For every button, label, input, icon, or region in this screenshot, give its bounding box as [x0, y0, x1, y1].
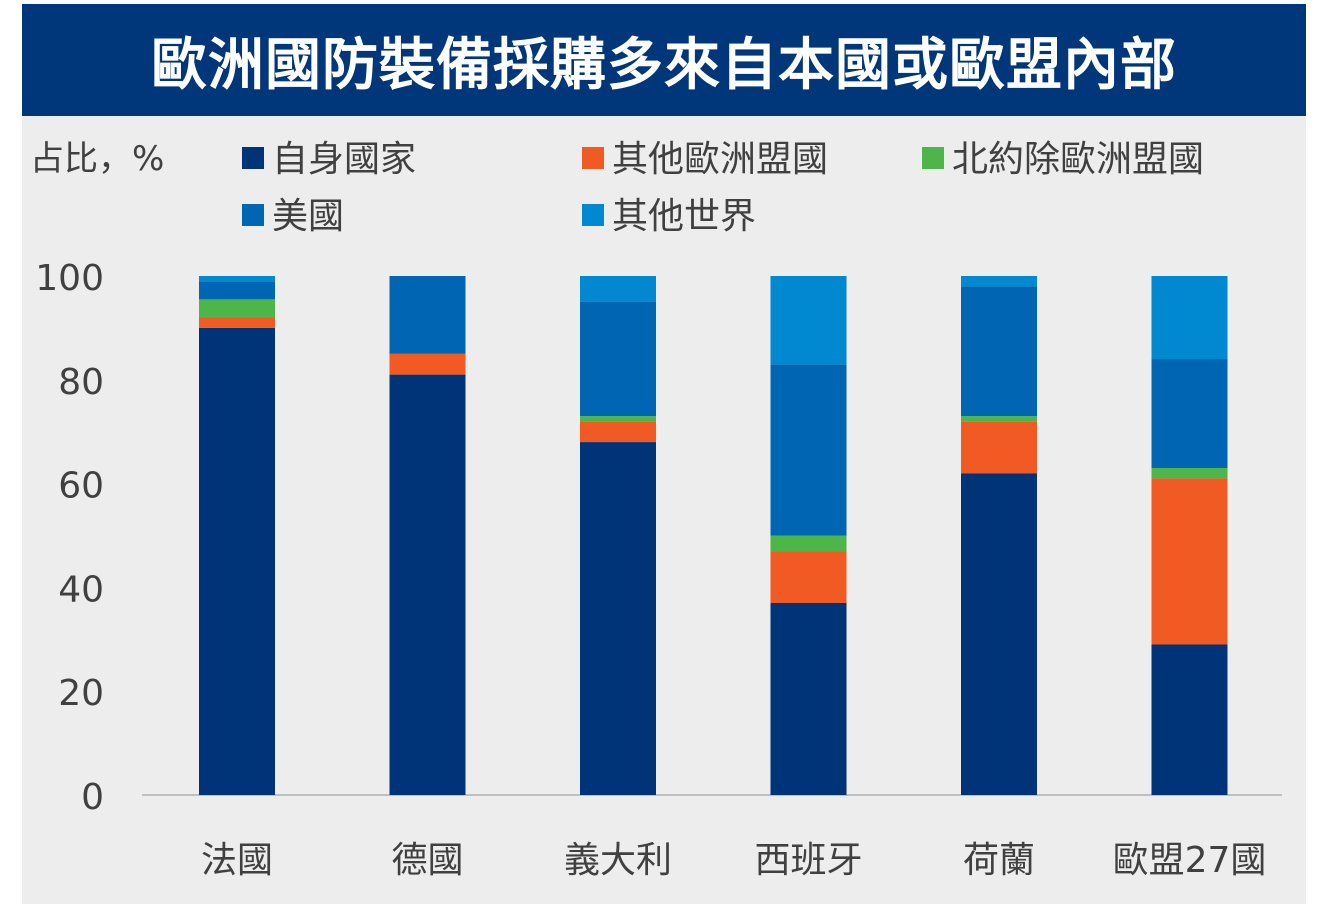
- x-tick-label: 法國: [201, 840, 273, 881]
- y-axis-ticks: 0 20 40 60 80 100: [35, 258, 104, 818]
- bar-segment-1-3: [389, 276, 466, 354]
- y-tick-label: 60: [58, 466, 104, 507]
- bar-segment-5-1: [1151, 478, 1228, 645]
- bar-segment-1-0: [389, 374, 466, 795]
- x-tick-label: 德國: [391, 840, 463, 881]
- legend-swatch: [242, 147, 264, 169]
- legend-swatch: [582, 204, 604, 226]
- bar-segment-2-4: [580, 276, 656, 302]
- legend-label: 北約除歐洲盟國: [952, 139, 1204, 180]
- bar-segment-5-4: [1151, 276, 1228, 360]
- bar-segment-5-2: [1151, 468, 1228, 479]
- bar-segment-2-2: [580, 416, 656, 422]
- bar-segment-3-4: [770, 276, 847, 365]
- y-tick-label: 40: [58, 569, 104, 610]
- bar-segment-3-2: [770, 535, 847, 552]
- y-tick-label: 100: [35, 258, 104, 299]
- chart-title-bar: 歐洲國防裝備採購多來自本國或歐盟內部: [22, 4, 1306, 116]
- legend-swatch: [242, 204, 264, 226]
- bar-segment-3-1: [770, 551, 847, 603]
- legend-swatch: [582, 147, 604, 169]
- bar-segment-5-3: [1151, 359, 1228, 469]
- x-tick-label: 西班牙: [754, 840, 862, 881]
- bar-segment-3-0: [770, 602, 847, 795]
- bar-segment-0-2: [199, 299, 275, 318]
- bar-segment-1-1: [389, 353, 466, 375]
- bar-segment-2-1: [580, 421, 656, 443]
- y-tick-label: 0: [81, 777, 104, 818]
- legend-label: 自身國家: [272, 139, 416, 180]
- y-tick-label: 80: [58, 362, 104, 403]
- bar-segment-0-4: [199, 276, 275, 282]
- x-tick-label: 歐盟27國: [1113, 840, 1267, 881]
- bar-segment-0-0: [199, 327, 275, 795]
- bar-segment-4-3: [961, 286, 1037, 417]
- bar-segment-4-1: [961, 421, 1037, 474]
- x-axis-ticks: 法國 德國 義大利 西班牙 荷蘭 歐盟27國: [201, 840, 1266, 881]
- y-tick-label: 20: [58, 673, 104, 714]
- x-tick-label: 荷蘭: [963, 840, 1035, 881]
- bars: [199, 276, 1228, 795]
- bar-segment-2-0: [580, 442, 656, 795]
- legend-label: 美國: [272, 196, 344, 237]
- chart-title: 歐洲國防裝備採購多來自本國或歐盟內部: [151, 32, 1177, 98]
- bar-segment-2-3: [580, 301, 656, 417]
- bar-segment-0-1: [199, 317, 275, 328]
- x-tick-label: 義大利: [564, 840, 672, 881]
- bar-segment-0-3: [199, 281, 275, 300]
- bar-segment-3-3: [770, 364, 847, 536]
- bar-segment-5-0: [1151, 644, 1228, 795]
- legend-swatch: [922, 147, 944, 169]
- bar-segment-4-2: [961, 416, 1037, 422]
- bar-segment-4-4: [961, 276, 1037, 287]
- legend-label: 其他世界: [612, 196, 756, 237]
- legend-label: 其他歐洲盟國: [612, 139, 828, 180]
- y-axis-label: 占比，%: [30, 139, 164, 179]
- bar-segment-4-0: [961, 473, 1037, 795]
- chart-frame: 歐洲國防裝備採購多來自本國或歐盟內部 占比，% 自身國家 其他歐洲盟國 北約除歐洲盟…: [22, 4, 1306, 904]
